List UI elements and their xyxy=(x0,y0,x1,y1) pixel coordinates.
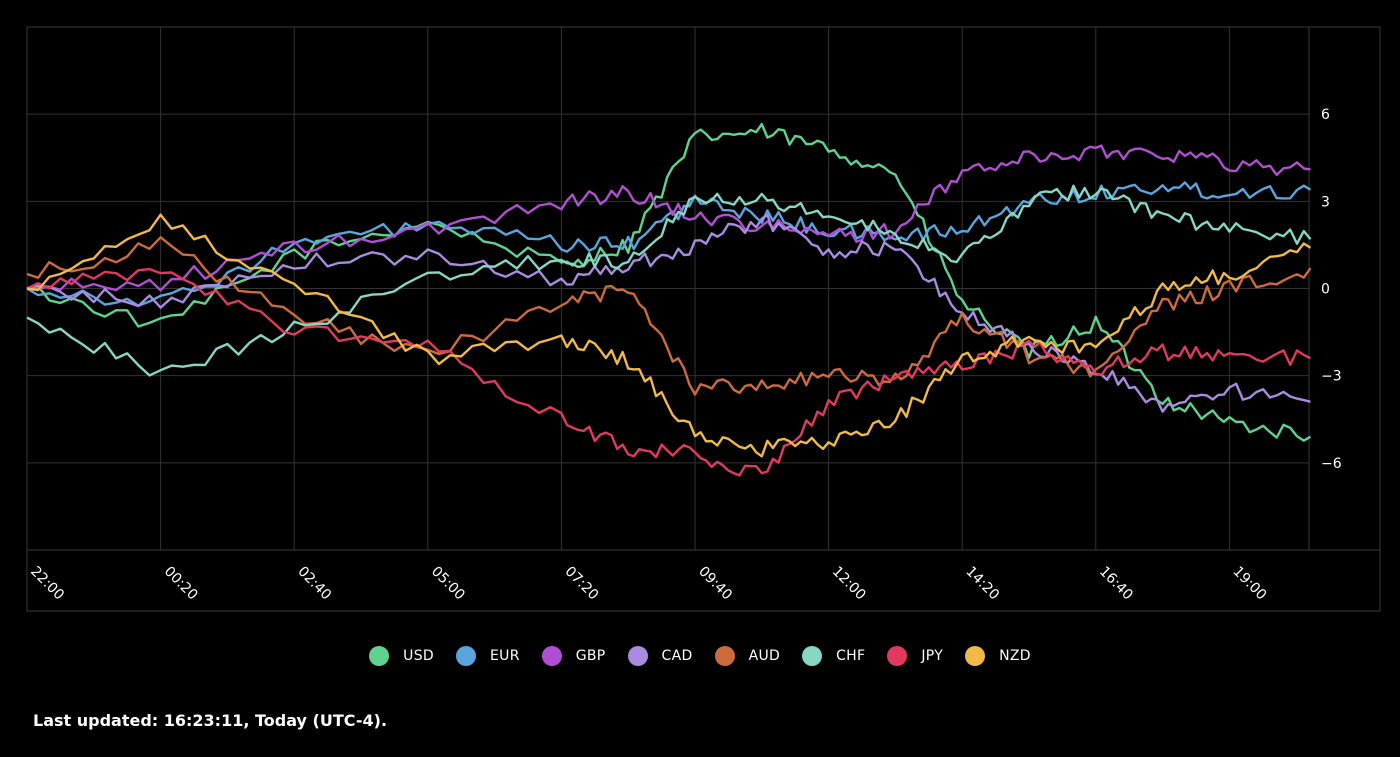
legend-swatch xyxy=(802,646,823,666)
grid-lines xyxy=(27,26,1309,550)
legend-item-gbp[interactable]: GBP xyxy=(541,646,606,666)
line-chart: 630−3−6 22:00 00:20 02:40 05:00 07:20 09:40 12… xyxy=(0,0,1400,640)
series-line-cad xyxy=(26,213,1311,413)
y-tick-label: 3 xyxy=(1321,194,1330,210)
legend-label: EUR xyxy=(490,648,520,664)
last-updated-text: Last updated: 16:23:11, Today (UTC-4). xyxy=(33,711,388,730)
legend-item-chf[interactable]: CHF xyxy=(802,646,865,666)
chart-background xyxy=(0,0,1400,640)
series-line-nzd xyxy=(26,213,1312,458)
legend-label: NZD xyxy=(999,648,1031,664)
legend-label: USD xyxy=(403,648,434,664)
legend-label: CAD xyxy=(661,648,693,664)
y-axis: 6 3 0 −3 −6 xyxy=(1321,107,1342,472)
series-line-aud xyxy=(26,236,1312,396)
legend-item-nzd[interactable]: NZD xyxy=(965,646,1031,666)
legend-label: GBP xyxy=(575,648,606,664)
legend-item-aud[interactable]: AUD xyxy=(714,646,781,666)
legend-item-cad[interactable]: CAD xyxy=(627,646,693,666)
legend-swatch xyxy=(369,646,390,666)
plot-frame xyxy=(26,26,1381,612)
legend-swatch xyxy=(456,646,476,666)
legend-item-eur[interactable]: EUR xyxy=(456,646,520,666)
legend-swatch xyxy=(627,646,648,666)
y-tick-label: 6 xyxy=(1321,107,1330,123)
series-layer xyxy=(26,122,1312,477)
legend-item-usd[interactable]: USD xyxy=(369,646,434,666)
legend-swatch xyxy=(887,646,908,666)
y-tick-label: −3 xyxy=(1321,369,1342,385)
series-line-jpy xyxy=(26,267,1312,477)
series-line-chf xyxy=(26,184,1312,377)
chart-legend: USD EUR GBP CAD AUD CHF JPY NZD xyxy=(0,641,1400,671)
legend-label: JPY xyxy=(921,648,944,664)
outer-frame xyxy=(26,26,1381,612)
legend-item-jpy[interactable]: JPY xyxy=(887,646,943,666)
legend-swatch xyxy=(714,646,735,666)
y-tick-label: −6 xyxy=(1321,456,1342,472)
legend-label: CHF xyxy=(836,648,866,664)
y-tick-label: 0 xyxy=(1321,282,1330,298)
legend-label: AUD xyxy=(748,648,781,664)
series-line-gbp xyxy=(26,144,1311,292)
legend-swatch xyxy=(965,646,986,666)
legend-swatch xyxy=(541,646,562,666)
